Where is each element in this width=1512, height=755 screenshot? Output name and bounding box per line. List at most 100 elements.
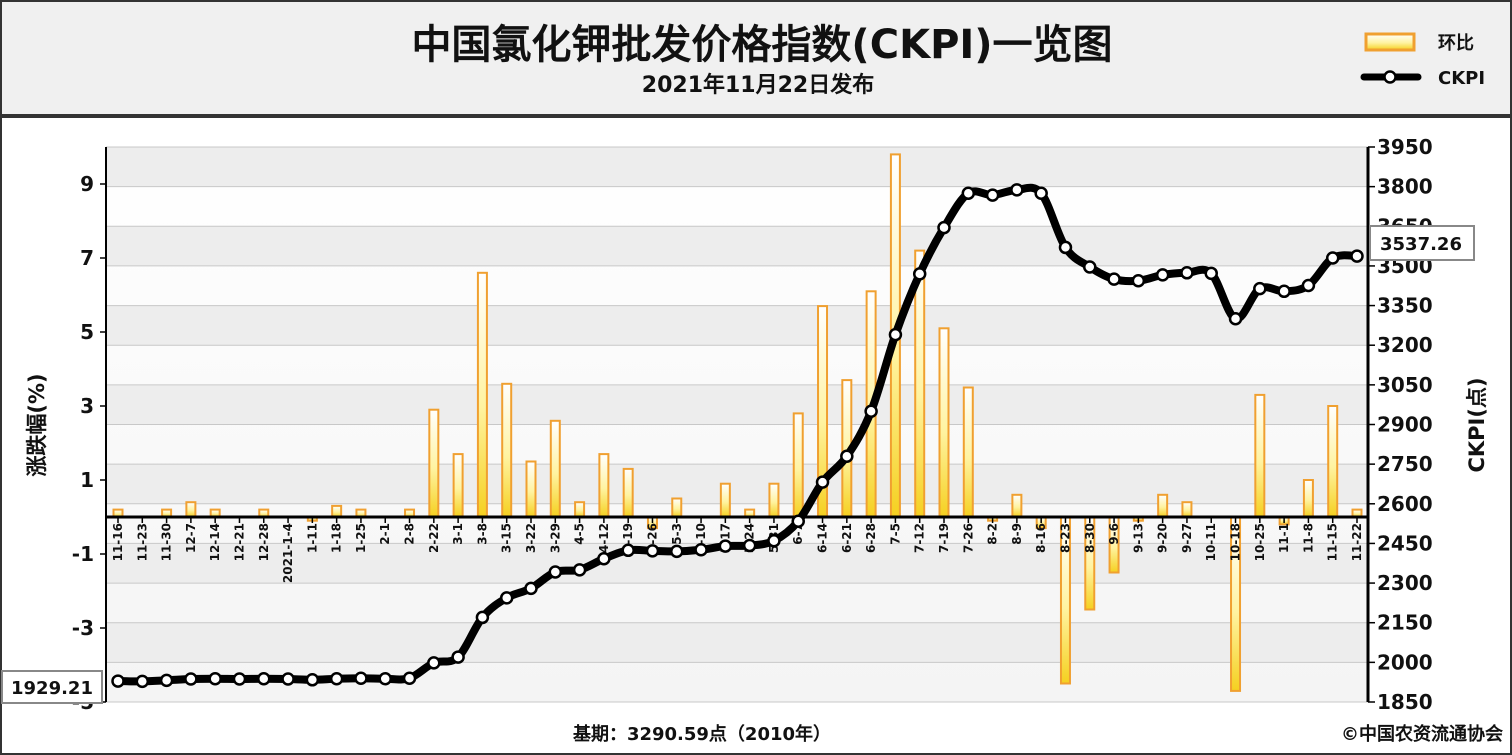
ckpi-point	[1228, 312, 1243, 326]
grid-band	[106, 543, 1368, 584]
x-tick-label: 2-22	[427, 523, 441, 553]
bar	[1302, 479, 1314, 518]
x-tick-label: 11-1	[1277, 523, 1291, 553]
ckpi-point	[1131, 273, 1146, 288]
ckpi-point	[864, 404, 878, 419]
grid-band	[106, 305, 1368, 346]
x-tick-label: 2021-1-4	[281, 523, 295, 583]
y2-tick-label: 2750	[1377, 452, 1433, 476]
x-tick-label: 2-1	[378, 523, 392, 545]
bar	[428, 408, 440, 519]
bar	[1254, 393, 1266, 518]
ckpi-point	[718, 539, 733, 553]
x-tick-label: 1-18	[330, 523, 344, 553]
ckpi-point	[1204, 266, 1218, 281]
bar	[719, 482, 731, 519]
x-tick-label: 3-8	[475, 523, 489, 545]
ckpi-point	[281, 672, 295, 686]
zero-axis	[106, 515, 1368, 523]
ckpi-point	[961, 186, 976, 200]
y2-tick-label: 3800	[1377, 175, 1433, 199]
bar	[549, 419, 561, 518]
y-tick-label: -1	[72, 542, 94, 566]
grid-band	[106, 384, 1368, 425]
ckpi-point	[912, 267, 927, 281]
ckpi-point	[1277, 284, 1291, 299]
ckpi-point	[1083, 260, 1097, 274]
x-tick-label: 6-21	[840, 523, 854, 553]
ckpi-point	[840, 449, 854, 463]
ckpi-point	[159, 673, 174, 688]
ckpi-point	[329, 671, 344, 686]
ckpi-point	[1058, 240, 1073, 255]
copyright-note: ©中国农资流通协会	[1341, 723, 1503, 745]
gridlines	[106, 146, 1368, 703]
ckpi-point	[499, 591, 514, 605]
legend-bar-label: 环比	[1438, 33, 1474, 54]
y2-tick-label: 2450	[1377, 531, 1433, 555]
chart-title: 中国氯化钾批发价格指数(CKPI)一览图	[411, 22, 1112, 68]
ckpi-point	[1180, 266, 1194, 280]
first-value-label: 1929.21	[11, 678, 93, 699]
ckpi-point	[1350, 249, 1364, 263]
ckpi-point	[475, 610, 490, 625]
x-tick-label: 12-7	[184, 523, 198, 553]
x-tick-label: 8-2	[986, 523, 1000, 545]
y-tick-label: 3	[80, 394, 94, 418]
bar	[185, 501, 197, 519]
ckpi-point	[232, 672, 247, 686]
ckpi-point	[1301, 278, 1316, 293]
header-panel	[0, 0, 1512, 116]
y2-axis-title: CKPI(点)	[1465, 377, 1489, 472]
y2-tick-label: 2150	[1377, 611, 1433, 635]
x-tick-label: 12-28	[257, 523, 271, 561]
x-tick-label: 9-20	[1156, 523, 1170, 553]
x-tick-label: 7-19	[937, 523, 951, 553]
x-tick-label: 7-5	[888, 523, 902, 545]
x-tick-label: 10-18	[1229, 523, 1243, 561]
y2-tick-label: 3350	[1377, 294, 1433, 318]
x-tick-label: 10-11	[1204, 523, 1218, 561]
y2-tick-label: 3950	[1377, 135, 1433, 159]
ckpi-point	[1253, 281, 1267, 296]
bar	[501, 382, 513, 518]
x-tick-label: 4-5	[573, 523, 587, 545]
grid-band	[106, 226, 1368, 266]
y2-tick-label: 2900	[1377, 413, 1433, 437]
ckpi-point	[1325, 251, 1340, 265]
last-value-callout: 3537.26	[1369, 225, 1475, 261]
ckpi-point	[184, 672, 198, 686]
ckpi-line	[114, 183, 1361, 686]
x-tick-label: 8-23	[1058, 523, 1072, 553]
ckpi-point	[767, 534, 781, 548]
ckpi-point	[111, 674, 125, 688]
ckpi-point	[815, 475, 830, 489]
x-tick-label: 8-16	[1034, 523, 1048, 553]
x-tick-label: 1-11	[305, 523, 319, 553]
bar	[768, 482, 780, 519]
y2-tick-label: 2300	[1377, 571, 1433, 595]
y2-tick-label: 3200	[1377, 333, 1433, 357]
bar	[671, 497, 683, 518]
x-tick-label: 3-29	[548, 523, 562, 553]
ckpi-point	[694, 543, 708, 557]
x-tick-label: 11-15	[1326, 523, 1340, 561]
y-tick-label: 1	[80, 468, 94, 492]
ckpi-point	[937, 220, 951, 235]
ckpi-point	[1010, 183, 1024, 197]
x-tick-label: 1-25	[354, 523, 368, 553]
grid-band	[106, 147, 1368, 187]
x-tick-label: 9-6	[1107, 523, 1121, 545]
x-tick-label: 9-13	[1131, 523, 1145, 553]
ckpi-point	[427, 656, 441, 670]
x-tick-label: 3-15	[500, 523, 514, 553]
ckpi-point	[378, 671, 392, 686]
ckpi-point	[597, 552, 611, 566]
base-period-note: 基期：3290.59点（2010年）	[572, 723, 831, 745]
x-tick-label: 11-22	[1350, 523, 1364, 561]
x-tick-label: 7-12	[913, 523, 927, 553]
ckpi-point	[645, 544, 660, 558]
ckpi-point	[985, 188, 1000, 202]
bar	[452, 453, 464, 519]
